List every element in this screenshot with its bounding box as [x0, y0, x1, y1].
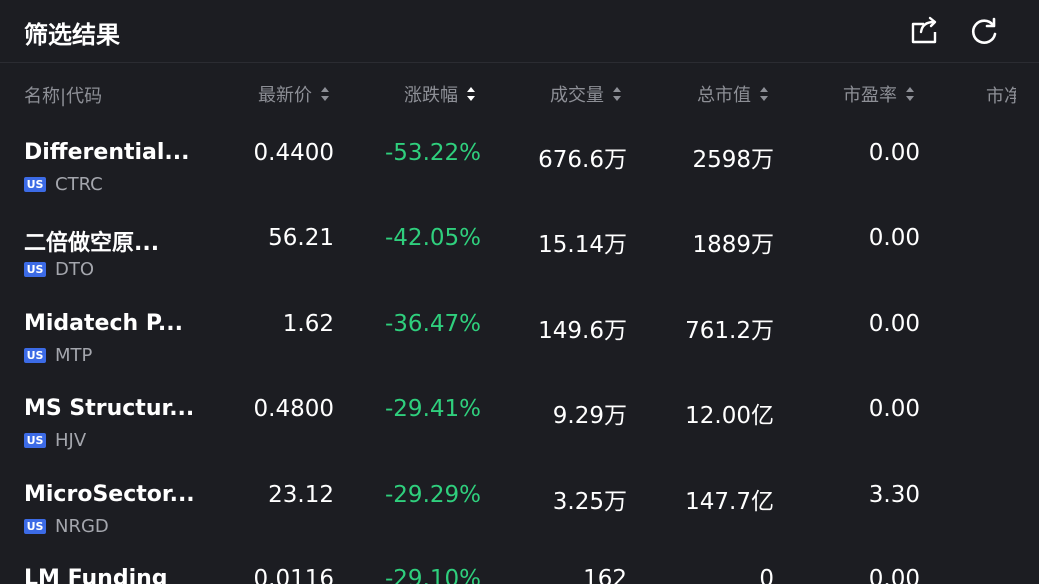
sort-arrows-icon [320, 86, 330, 102]
change-value: -53.22% [385, 140, 481, 166]
pe-value: 0.00 [868, 311, 920, 337]
market-cap-value: 2598万 [692, 147, 774, 173]
volume-value: 676.6万 [538, 147, 627, 173]
refresh-icon [971, 17, 997, 44]
table-row[interactable]: Midatech P... US MTP 1.62 -36.47% 149.6万… [0, 301, 1039, 386]
stock-name: LM Funding [24, 566, 168, 584]
price-value: 1.62 [282, 311, 334, 337]
table-row[interactable]: MicroSector... US NRGD 23.12 -29.29% 3.2… [0, 472, 1039, 557]
stock-code: HJV [55, 430, 87, 451]
column-header-change-label: 涨跌幅 [404, 85, 458, 106]
pe-value: 0.00 [868, 396, 920, 422]
column-header-price-label: 最新价 [258, 85, 312, 106]
market-badge: US [24, 177, 46, 192]
sort-arrows-icon [466, 86, 476, 102]
volume-value: 3.25万 [552, 489, 627, 515]
sort-arrows-icon [612, 86, 622, 102]
price-value: 0.0116 [253, 566, 334, 584]
pe-value: 3.30 [868, 482, 920, 508]
stock-name: Differential... [24, 140, 190, 165]
change-value: -36.47% [385, 311, 481, 337]
market-badge: US [24, 433, 46, 448]
market-cap-value: 1889万 [692, 232, 774, 258]
change-value: -29.41% [385, 396, 481, 422]
column-header-change[interactable]: 涨跌幅 [350, 82, 476, 106]
price-value: 23.12 [268, 482, 334, 508]
market-cap-value: 12.00亿 [685, 403, 774, 429]
volume-value: 15.14万 [538, 232, 627, 258]
stock-code: DTO [55, 259, 95, 280]
share-button[interactable] [906, 14, 942, 50]
market-badge: US [24, 348, 46, 363]
market-cap-value: 761.2万 [685, 318, 774, 344]
market-badge: US [24, 262, 46, 277]
column-header-market-cap-label: 总市值 [697, 85, 751, 106]
change-value: -42.05% [385, 225, 481, 251]
column-header-pe-label: 市盈率 [843, 85, 897, 106]
change-value: -29.10% [385, 566, 481, 584]
stock-name: 二倍做空原... [24, 231, 160, 256]
sort-arrows-icon [759, 86, 769, 102]
price-value: 0.4800 [253, 396, 334, 422]
column-header-pe[interactable]: 市盈率 [800, 82, 915, 106]
pe-value: 0.00 [868, 566, 920, 584]
volume-value: 149.6万 [538, 318, 627, 344]
column-header-name-code: 名称|代码 [24, 86, 103, 107]
share-icon [911, 16, 937, 44]
column-header-market-cap[interactable]: 总市值 [640, 82, 769, 106]
column-header-pb-partial[interactable]: 市净 [986, 86, 1016, 106]
stock-code: NRGD [55, 516, 109, 537]
column-header-price[interactable]: 最新价 [200, 82, 330, 106]
market-cap-value: 0 [759, 566, 774, 584]
market-cap-value: 147.7亿 [685, 489, 774, 515]
column-header-volume-label: 成交量 [550, 85, 604, 106]
stock-code: CTRC [55, 174, 103, 195]
pe-value: 0.00 [868, 140, 920, 166]
stock-code: MTP [55, 345, 93, 366]
market-badge: US [24, 519, 46, 534]
sort-arrows-icon [905, 86, 915, 102]
table-row[interactable]: Differential... US CTRC 0.4400 -53.22% 6… [0, 130, 1039, 215]
price-value: 56.21 [268, 225, 334, 251]
price-value: 0.4400 [253, 140, 334, 166]
table-row[interactable]: MS Structur... US HJV 0.4800 -29.41% 9.2… [0, 386, 1039, 471]
table-row[interactable]: LM Funding 0.0116 -29.10% 162 0 0.00 [0, 556, 1039, 584]
change-value: -29.29% [385, 482, 481, 508]
volume-value: 9.29万 [552, 403, 627, 429]
stock-name: Midatech P... [24, 311, 183, 336]
pe-value: 0.00 [868, 225, 920, 251]
stock-name: MicroSector... [24, 482, 195, 507]
volume-value: 162 [583, 566, 627, 584]
refresh-button[interactable] [966, 14, 1002, 50]
page-title: 筛选结果 [24, 21, 120, 49]
stock-name: MS Structur... [24, 396, 195, 421]
top-bar: 筛选结果 [0, 0, 1039, 63]
column-header-volume[interactable]: 成交量 [500, 82, 622, 106]
table-row[interactable]: 二倍做空原... US DTO 56.21 -42.05% 15.14万 188… [0, 215, 1039, 300]
